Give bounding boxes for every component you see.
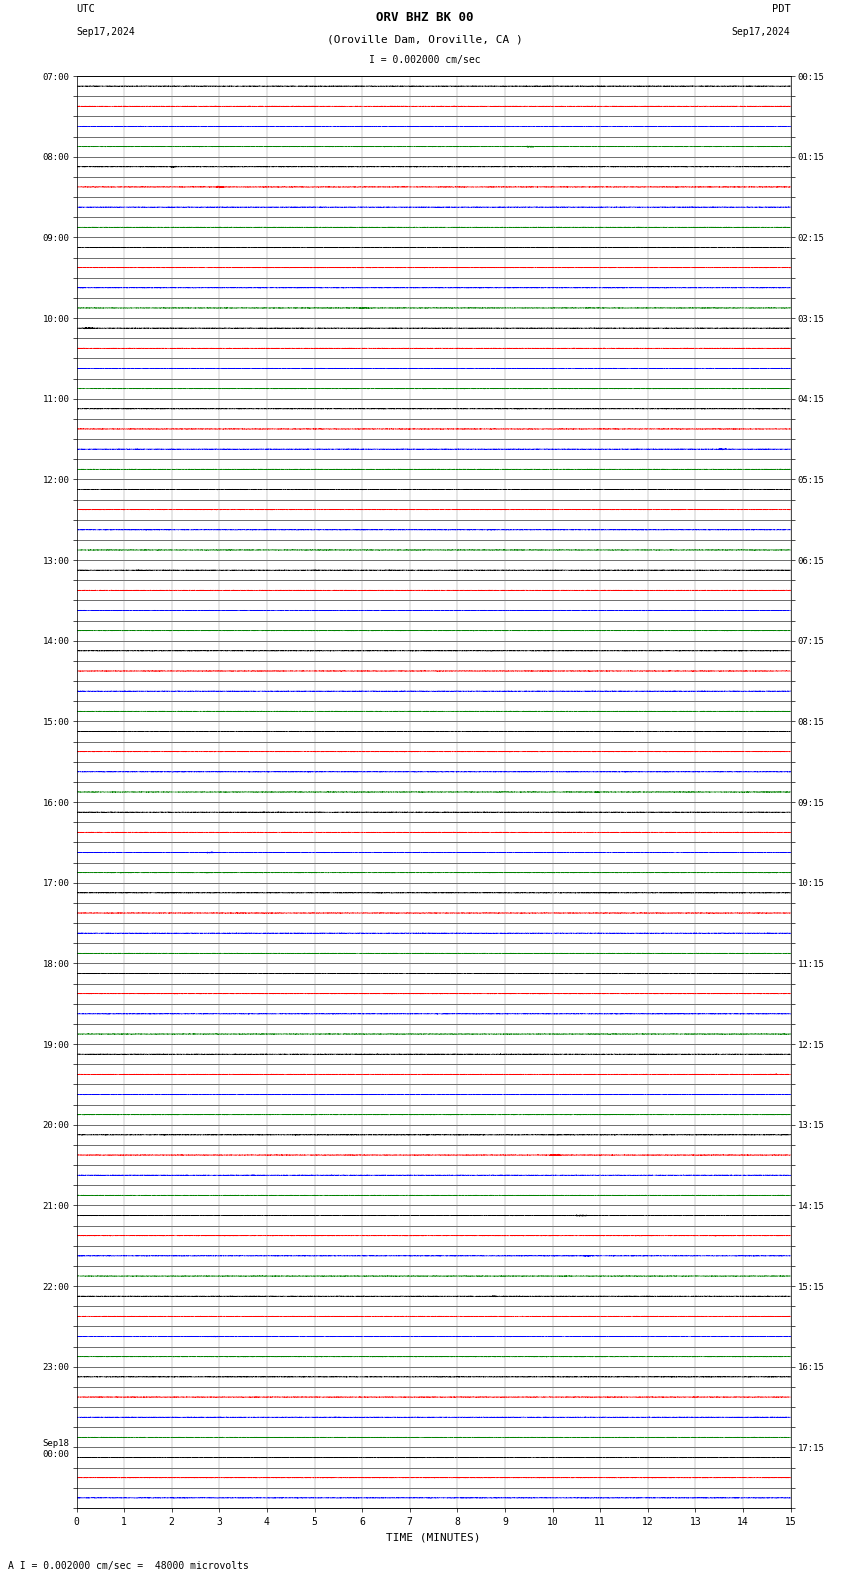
Text: Sep17,2024: Sep17,2024 <box>76 27 135 36</box>
Text: PDT: PDT <box>772 3 791 14</box>
Text: I = 0.002000 cm/sec: I = 0.002000 cm/sec <box>369 55 481 65</box>
Text: Sep17,2024: Sep17,2024 <box>732 27 791 36</box>
X-axis label: TIME (MINUTES): TIME (MINUTES) <box>386 1533 481 1543</box>
Text: A I = 0.002000 cm/sec =  48000 microvolts: A I = 0.002000 cm/sec = 48000 microvolts <box>8 1562 249 1571</box>
Text: ORV BHZ BK 00: ORV BHZ BK 00 <box>377 11 473 24</box>
Text: (Oroville Dam, Oroville, CA ): (Oroville Dam, Oroville, CA ) <box>327 35 523 44</box>
Text: UTC: UTC <box>76 3 95 14</box>
